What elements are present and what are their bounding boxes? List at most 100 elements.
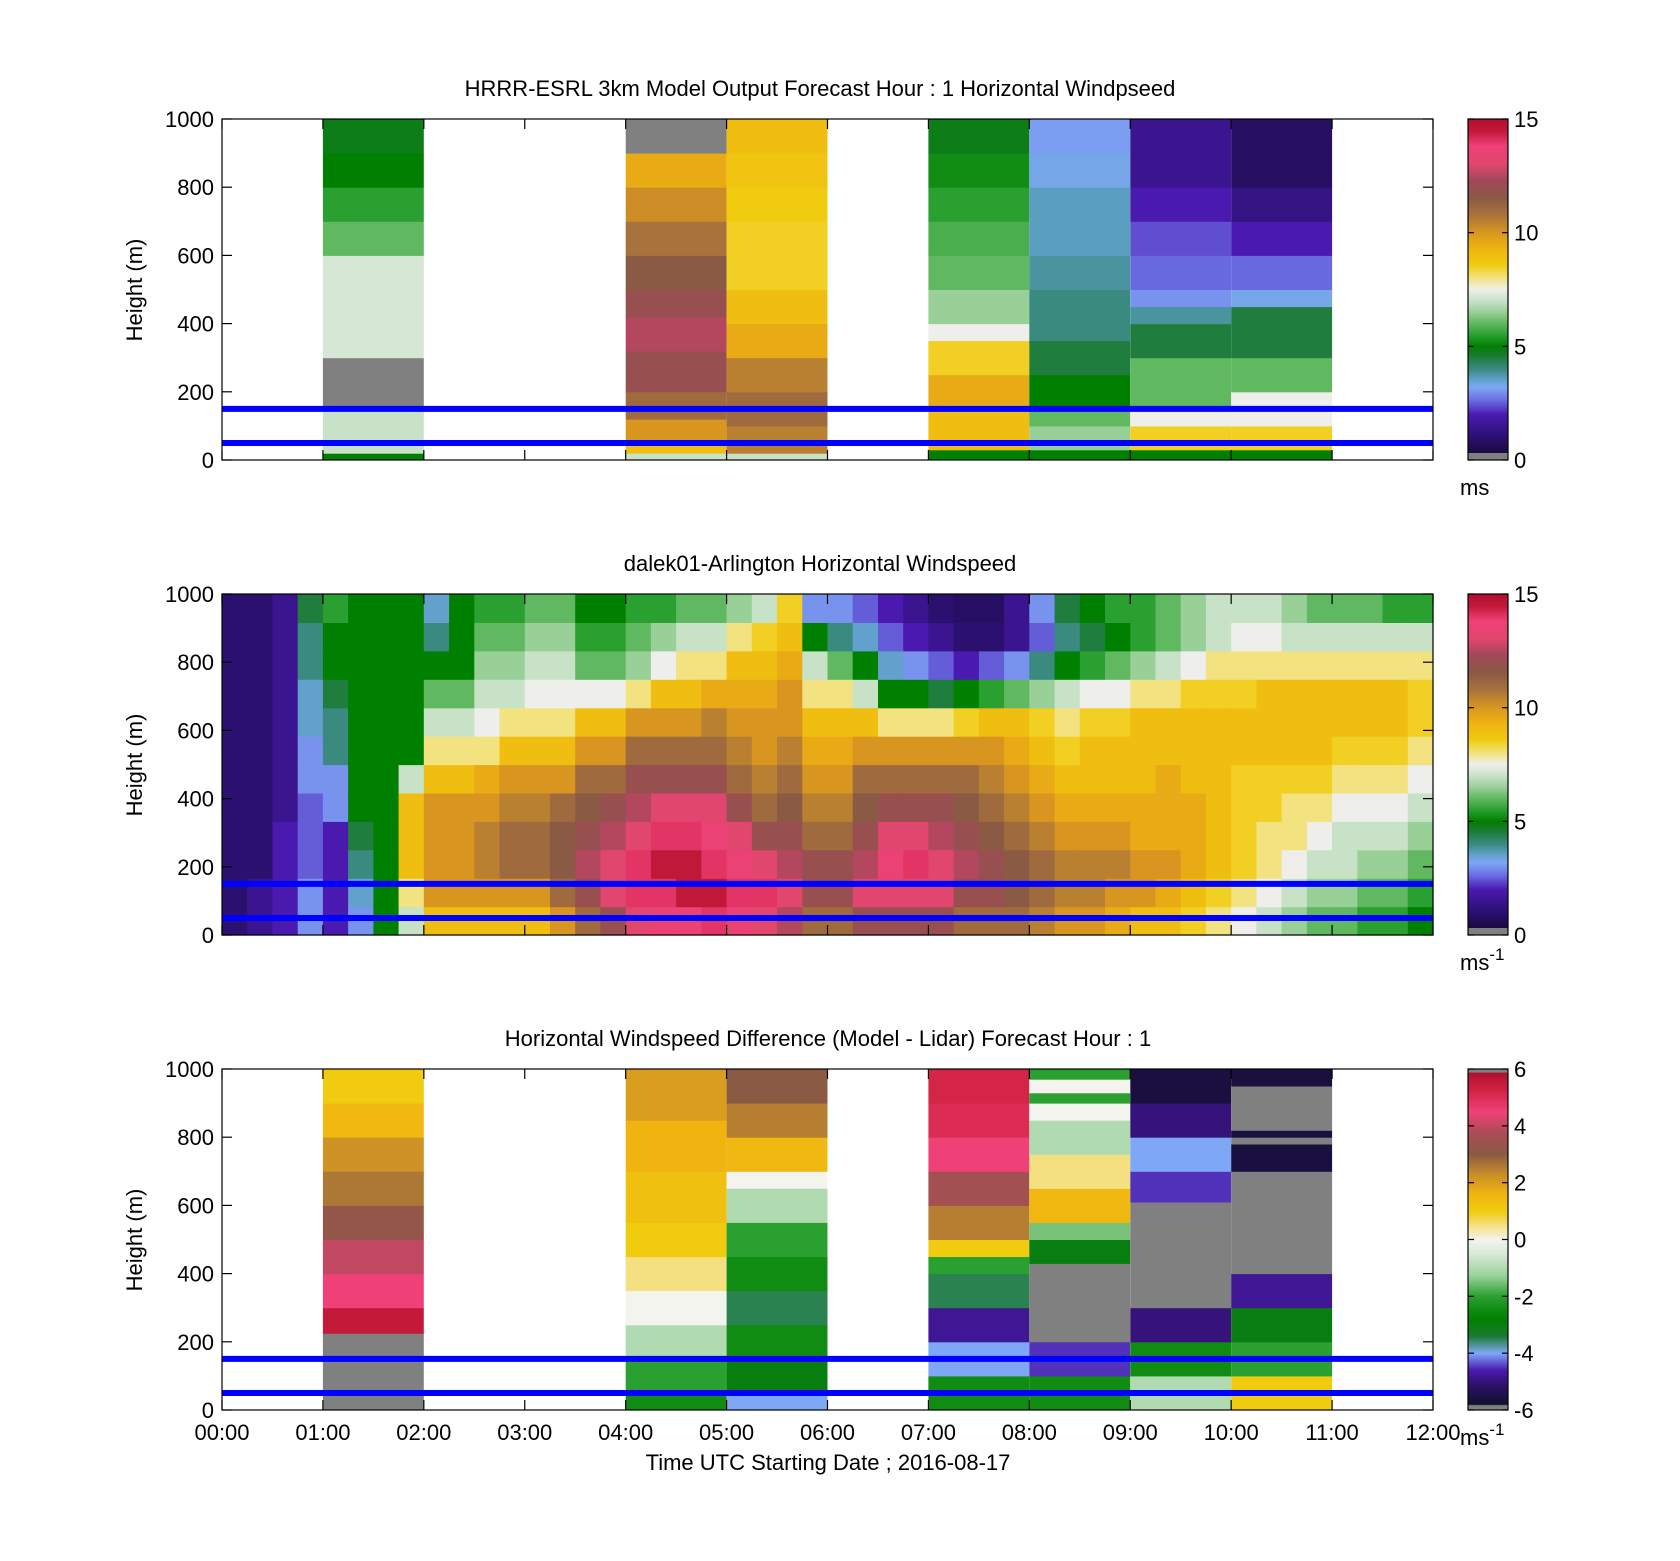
heatmap-cell	[726, 906, 753, 936]
heatmap-cell	[1205, 679, 1232, 709]
heatmap-cell	[449, 792, 475, 822]
x-tick-label: 05:00	[699, 1420, 754, 1445]
heatmap-cell	[1130, 849, 1157, 879]
heatmap-cell	[222, 906, 248, 936]
heatmap-cell	[978, 821, 1005, 851]
heatmap-cell	[1180, 764, 1207, 794]
heatmap-cell	[827, 792, 854, 822]
heatmap-cell	[625, 1171, 727, 1223]
heatmap-cell	[398, 650, 425, 680]
heatmap-cell	[1281, 906, 1308, 936]
heatmap-cell	[1231, 1307, 1333, 1343]
heatmap-cell	[1281, 650, 1308, 680]
heatmap-cell	[1231, 622, 1257, 652]
heatmap-cell	[474, 707, 501, 737]
heatmap-cell	[524, 906, 551, 936]
heatmap-cell	[247, 679, 273, 709]
y-tick-label: 800	[177, 650, 214, 675]
heatmap-cell	[1079, 650, 1106, 680]
heatmap-cell	[272, 679, 299, 709]
x-tick-label: 00:00	[194, 1420, 249, 1445]
heatmap-cell	[1407, 594, 1434, 623]
heatmap-cell	[1029, 792, 1056, 822]
heatmap-cell	[978, 792, 1005, 822]
heatmap-cell	[1231, 736, 1257, 766]
heatmap-cell	[827, 821, 854, 851]
heatmap-cell	[1231, 255, 1333, 290]
heatmap-cell	[625, 679, 652, 709]
heatmap-cell	[751, 736, 778, 766]
heatmap-cell	[474, 849, 501, 879]
heatmap-cell	[575, 622, 601, 652]
heatmap-cell	[777, 792, 803, 822]
heatmap-cell	[1155, 736, 1182, 766]
heatmap-cell	[1306, 849, 1333, 879]
heatmap-cell	[751, 622, 778, 652]
heatmap-cell	[1205, 650, 1232, 680]
axes: 0 200 400 600 800 1000	[165, 582, 1434, 948]
difference-panel: Horizontal Windspeed Difference (Model -…	[122, 1026, 1534, 1475]
heatmap-cell	[878, 650, 904, 680]
heatmap-cell	[1029, 289, 1131, 342]
x-axis-label: Time UTC Starting Date ; 2016-08-17	[646, 1450, 1011, 1475]
heatmap-cell	[1130, 449, 1232, 461]
heatmap-cell	[297, 650, 324, 680]
heatmap-cell	[423, 906, 450, 936]
heatmap-cell	[1231, 594, 1257, 623]
heatmap-cell	[1079, 764, 1106, 794]
heatmap-cell	[575, 594, 601, 623]
colorbar-tick-label: 15	[1514, 107, 1538, 132]
heatmap-cell	[726, 1222, 828, 1258]
heatmap-cell	[726, 764, 753, 794]
heatmap-cell	[953, 764, 980, 794]
heatmap-cell	[1306, 736, 1333, 766]
heatmap-cell	[1407, 622, 1434, 652]
heatmap-cell	[1155, 594, 1182, 623]
colorbar-unit: ms	[1460, 475, 1489, 500]
heatmap-cell	[751, 679, 778, 709]
heatmap-cell	[272, 792, 299, 822]
heatmap-cell	[1231, 221, 1333, 256]
heatmap-cell	[247, 821, 273, 851]
heatmap-cell	[1407, 679, 1434, 709]
heatmap-cell	[272, 821, 299, 851]
heatmap-cell	[1105, 906, 1131, 936]
heatmap-cell	[1079, 849, 1106, 879]
heatmap-cell	[1256, 679, 1283, 709]
heatmap-cell	[1130, 119, 1232, 188]
heatmap-cell	[449, 821, 475, 851]
heatmap-cell	[676, 679, 702, 709]
heatmap-cell	[726, 425, 828, 454]
heatmap-cell	[600, 736, 627, 766]
heatmap-cell	[878, 736, 904, 766]
heatmap-cell	[852, 821, 879, 851]
heatmap-cell	[827, 736, 854, 766]
heatmap-cell	[625, 1069, 727, 1121]
heatmap-cell	[550, 849, 576, 879]
heatmap-cell	[322, 679, 349, 709]
heatmap-cell	[222, 622, 248, 652]
heatmap-cell	[1180, 679, 1207, 709]
heatmap-cell	[449, 622, 475, 652]
heatmap-cell	[650, 906, 677, 936]
heatmap-cell	[1256, 821, 1283, 851]
heatmap-cell	[1382, 594, 1409, 623]
heatmap-cell	[625, 1120, 727, 1172]
heatmap-cell	[499, 622, 526, 652]
heatmap-cell	[928, 1137, 1030, 1172]
heatmap-cell	[222, 792, 248, 822]
heatmap-cell	[1105, 736, 1131, 766]
heatmap-cell	[777, 821, 803, 851]
heatmap-cell	[499, 736, 526, 766]
heatmap-cell	[550, 821, 576, 851]
heatmap-cell	[1054, 906, 1081, 936]
heatmap-cell	[726, 187, 828, 222]
heatmap-cell	[726, 221, 828, 290]
heatmap-cell	[625, 707, 652, 737]
heatmap-cell	[1130, 1171, 1232, 1203]
heatmap-cell	[600, 792, 627, 822]
heatmap-cell	[1382, 764, 1409, 794]
heatmap-cell	[297, 764, 324, 794]
heatmap-cell	[827, 679, 854, 709]
heatmap-cell	[928, 764, 955, 794]
